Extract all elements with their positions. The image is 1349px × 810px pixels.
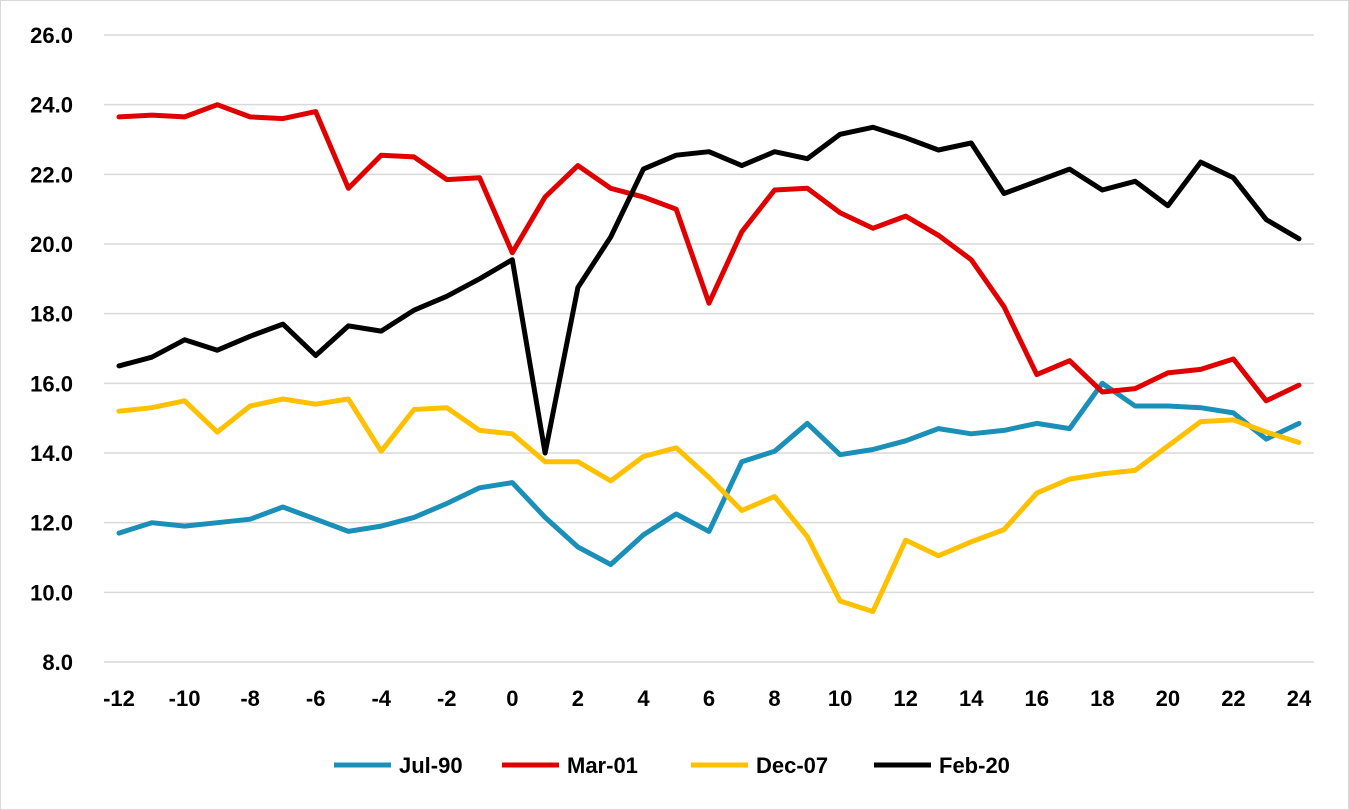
x-tick-label: 10 [828,686,852,711]
legend-label: Mar-01 [567,753,638,778]
gridlines [104,34,1314,663]
y-tick-label: 16.0 [30,371,73,396]
x-tick-label: 16 [1025,686,1049,711]
y-tick-label: 10.0 [30,580,73,605]
y-tick-label: 8.0 [42,650,73,675]
legend-item-mar-01: Mar-01 [502,753,638,778]
y-tick-label: 22.0 [30,162,73,187]
x-tick-label: -4 [371,686,391,711]
y-tick-label: 20.0 [30,232,73,257]
x-tick-label: 0 [506,686,518,711]
legend-item-jul-90: Jul-90 [334,753,463,778]
legend-label: Jul-90 [399,753,463,778]
y-tick-label: 24.0 [30,93,73,118]
x-tick-label: -8 [240,686,260,711]
x-tick-label: -2 [437,686,457,711]
x-tick-label: 6 [703,686,715,711]
series-lines [116,102,1302,614]
y-tick-label: 12.0 [30,511,73,536]
series-line-jul-90 [116,380,1302,567]
y-tick-label: 14.0 [30,441,73,466]
x-tick-label: -12 [103,686,135,711]
x-tick-label: 4 [637,686,650,711]
x-tick-label: 12 [893,686,917,711]
legend: Jul-90 Mar-01 Dec-07 Feb-20 [334,753,1010,778]
x-axis-ticks: -12 -10 -8 -6 -4 -2 0 2 4 6 8 10 12 14 16 18 20 22 24 [103,686,1312,711]
y-axis-ticks: 8.0 10.0 12.0 14.0 16.0 18.0 20.0 22.0 24.0 26.0 [30,23,73,675]
legend-label: Feb-20 [939,753,1010,778]
series-line-feb-20 [116,124,1302,456]
y-tick-label: 26.0 [30,23,73,48]
series-line-dec-07 [116,396,1302,614]
y-tick-label: 18.0 [30,302,73,327]
x-tick-label: 2 [572,686,584,711]
x-tick-label: -10 [169,686,201,711]
x-tick-label: 18 [1090,686,1114,711]
x-tick-label: 8 [768,686,780,711]
legend-label: Dec-07 [756,753,828,778]
legend-item-feb-20: Feb-20 [874,753,1010,778]
legend-item-dec-07: Dec-07 [691,753,828,778]
series-line-mar-01 [116,102,1302,404]
x-tick-label: 24 [1287,686,1312,711]
x-tick-label: 22 [1221,686,1245,711]
x-tick-label: 14 [959,686,984,711]
x-tick-label: 20 [1156,686,1180,711]
x-tick-label: -6 [306,686,326,711]
